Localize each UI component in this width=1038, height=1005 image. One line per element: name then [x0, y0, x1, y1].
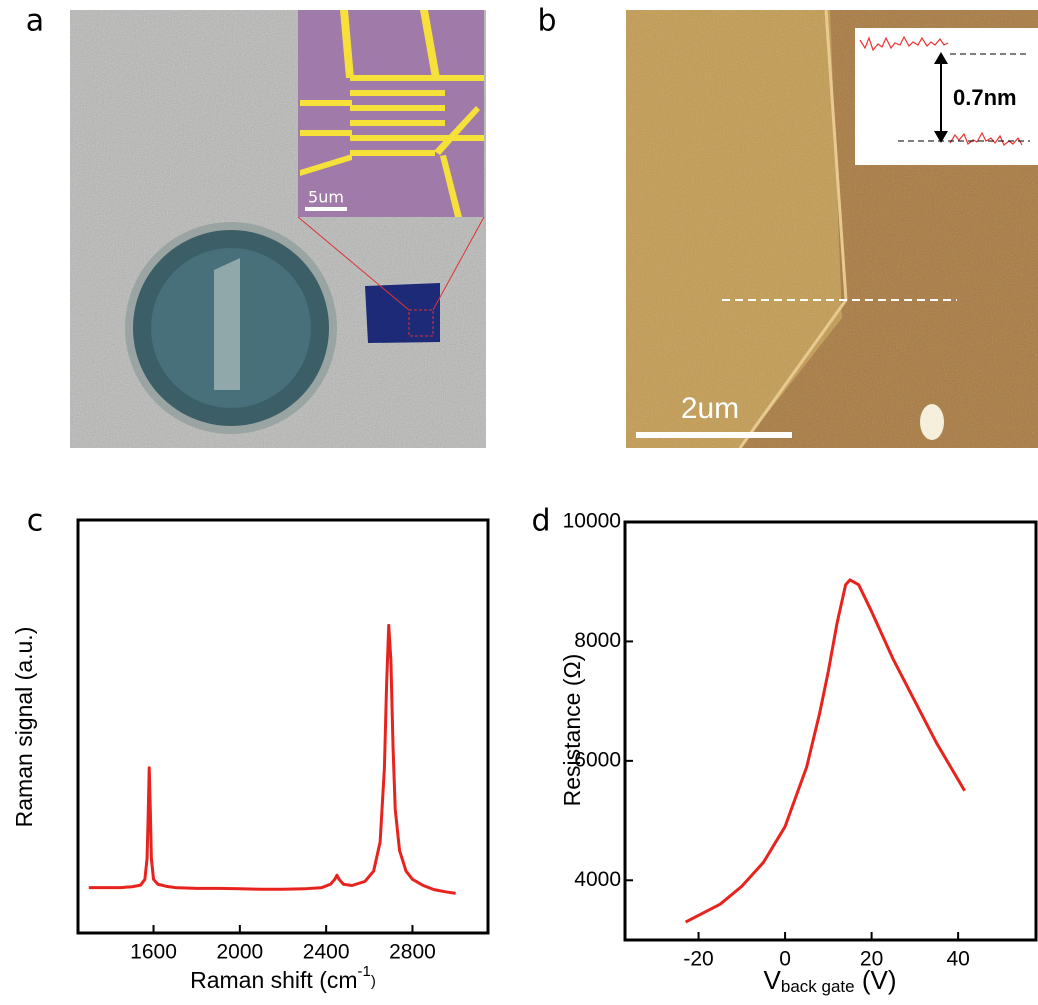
- x-tick-label: 20: [860, 948, 883, 971]
- x-axis-label-text: Raman shift (cm: [190, 967, 357, 993]
- y-tick-label: 4000: [574, 868, 621, 891]
- panel-label: a: [26, 4, 44, 39]
- x-axis-label: Raman shift (cm-1): [190, 963, 376, 993]
- x-tick-label: 2400: [303, 941, 350, 964]
- x-axis-label-sub: back gate: [781, 977, 855, 996]
- plot-frame: [78, 520, 488, 933]
- x-tick-label: 0: [779, 948, 791, 971]
- x-tick-label: 2800: [389, 941, 436, 964]
- y-tick-label: 6000: [574, 748, 621, 771]
- x-axis-label-sup: -1: [358, 963, 371, 980]
- panel-b-afm: 2um 0.7nm: [626, 10, 1038, 448]
- x-tick-label: 1600: [130, 941, 177, 964]
- x-axis-label-end: ): [371, 973, 376, 990]
- inset-scale-label: 5um: [308, 188, 344, 207]
- step-height-label: 0.7nm: [953, 85, 1017, 110]
- scale-label: 2um: [681, 392, 739, 425]
- y-tick-label: 8000: [574, 629, 621, 652]
- x-tick-label: 40: [946, 948, 969, 971]
- plot-frame: [625, 522, 1036, 940]
- data-line: [89, 625, 456, 893]
- data-line: [686, 580, 965, 922]
- y-tick-label: 10000: [563, 510, 621, 533]
- figure: 5um 2um 0.7nm a b c d Raman shift (cm-1)…: [0, 0, 1038, 1005]
- x-tick-label: -20: [683, 948, 713, 971]
- panel-a-photo: 5um: [70, 10, 486, 448]
- x-tick-label: 2000: [216, 941, 263, 964]
- panel-label: b: [537, 4, 556, 39]
- page: 5um 2um 0.7nm a b c d Raman shift (cm-1)…: [0, 0, 1038, 1005]
- y-axis-label: Resistance (Ω): [559, 654, 585, 807]
- panel-label: d: [531, 504, 550, 539]
- y-axis-label: Raman signal (a.u.): [11, 627, 37, 828]
- panel-label: c: [27, 504, 44, 539]
